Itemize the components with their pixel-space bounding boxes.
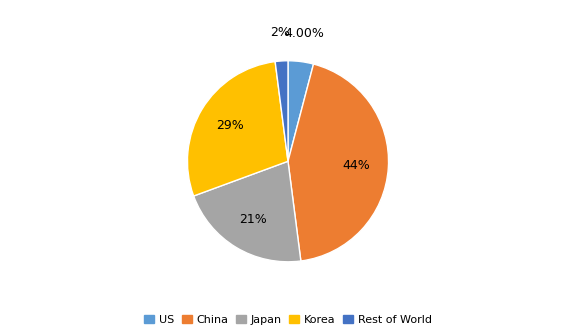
Legend: US, China, Japan, Korea, Rest of World: US, China, Japan, Korea, Rest of World [142,313,434,327]
Text: 44%: 44% [342,159,370,172]
Wedge shape [194,161,301,262]
Wedge shape [275,61,288,161]
Text: 29%: 29% [215,119,244,132]
Wedge shape [288,64,389,261]
Text: 4.00%: 4.00% [285,27,324,40]
Text: 21%: 21% [238,213,267,226]
Wedge shape [187,61,288,196]
Text: 2%: 2% [270,26,290,39]
Wedge shape [288,61,313,161]
